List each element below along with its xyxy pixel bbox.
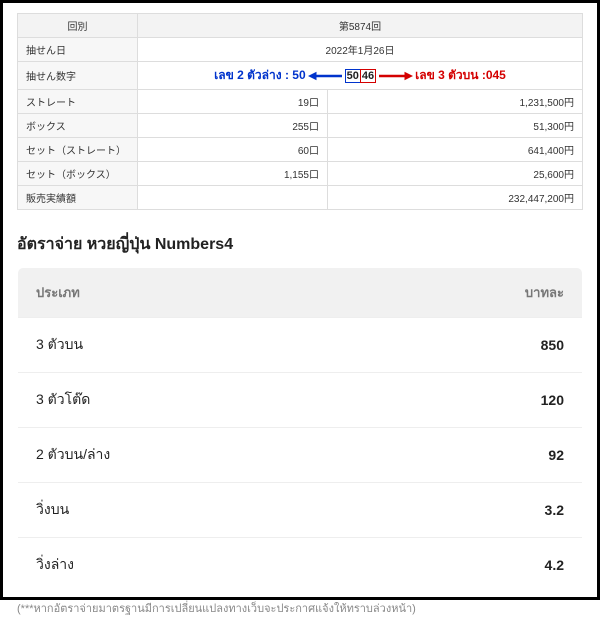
annot-right-text: เลข 3 ตัวบน :045	[415, 66, 506, 85]
rate-value: 850	[353, 318, 582, 373]
lottery-row-right: 51,300円	[328, 114, 583, 138]
lottery-row-right: 1,231,500円	[328, 90, 583, 114]
rate-table: ประเภท บาทละ 3 ตัวบน8503 ตัวโต๊ด1202 ตัว…	[17, 267, 583, 593]
rate-value: 3.2	[353, 483, 582, 538]
rate-type: 3 ตัวบน	[18, 318, 354, 373]
lottery-row-mid	[138, 186, 328, 210]
lottery-row-label: 抽せん数字	[18, 62, 138, 90]
lottery-row-label: セット（ボックス）	[18, 162, 138, 186]
lottery-row-right: 641,400円	[328, 138, 583, 162]
lottery-row-label: 抽せん日	[18, 38, 138, 62]
lottery-row-mid: 60口	[138, 138, 328, 162]
lottery-annotation-cell: เลข 2 ตัวล่าง : 50 5046 เลข 3 ตัวบน :045	[138, 62, 583, 90]
rates-title: อัตราจ่าย หวยญี่ปุ่น Numbers4	[17, 232, 583, 257]
rate-type: วิ่งล่าง	[18, 538, 354, 593]
lottery-row-label: セット（ストレート）	[18, 138, 138, 162]
rate-col-type: ประเภท	[18, 268, 354, 318]
lottery-table: 回別 第5874回 抽せん日2022年1月26日抽せん数字เลข 2 ตัวล่…	[17, 13, 583, 210]
lottery-row-right: 25,600円	[328, 162, 583, 186]
rate-type: 2 ตัวบน/ล่าง	[18, 428, 354, 483]
lottery-header-right: 第5874回	[138, 14, 583, 38]
lottery-row-mid: 19口	[138, 90, 328, 114]
lottery-row-right: 232,447,200円	[328, 186, 583, 210]
lottery-row-mid: 255口	[138, 114, 328, 138]
rate-col-rate: บาทละ	[353, 268, 582, 318]
rate-value: 120	[353, 373, 582, 428]
rate-value: 4.2	[353, 538, 582, 593]
rate-type: 3 ตัวโต๊ด	[18, 373, 354, 428]
rate-type: วิ่งบน	[18, 483, 354, 538]
annot-left-text: เลข 2 ตัวล่าง : 50	[214, 66, 306, 85]
lottery-row-mid: 1,155口	[138, 162, 328, 186]
lottery-row-label: 販売実績額	[18, 186, 138, 210]
rate-value: 92	[353, 428, 582, 483]
lottery-row-label: ボックス	[18, 114, 138, 138]
footnote: (***หากอัตราจ่ายมาตรฐานมีการเปลี่ยนแปลงท…	[17, 599, 583, 617]
lottery-header-left: 回別	[18, 14, 138, 38]
lottery-row-right: 2022年1月26日	[138, 38, 583, 62]
lottery-row-label: ストレート	[18, 90, 138, 114]
lottery-number: 5046	[344, 69, 378, 83]
